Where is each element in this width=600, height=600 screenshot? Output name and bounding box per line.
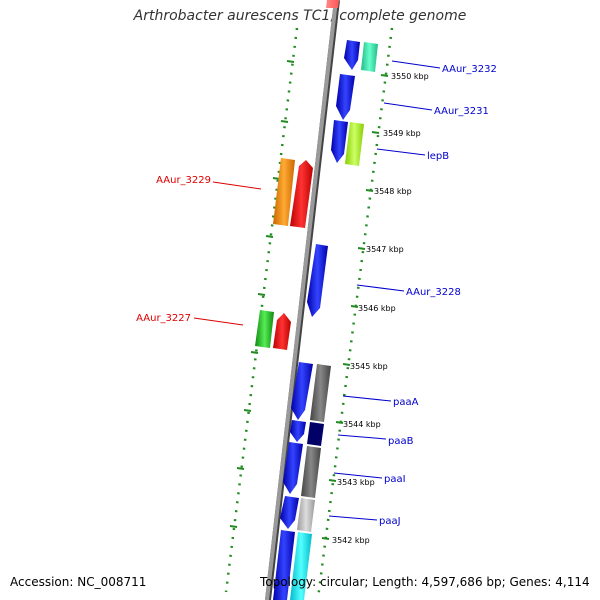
gene-label-aaur-3228: AAur_3228 [406,287,461,298]
gene-arrow-aaur-3232 [344,40,360,70]
kbp-label: 3543 kbp [337,478,375,487]
gene-arrow-aaur-3229-orange [273,158,295,226]
gene-box-paaj [297,498,315,532]
map-title: Arthrobacter aurescens TC1, complete gen… [133,8,467,24]
gene-label-aaur-3229: AAur_3229 [156,175,211,186]
gene-arrow-paaa [291,362,313,420]
right-gene-labels: AAur_3232 AAur_3231 lepB AAur_3228 paaA … [328,60,497,527]
gene-arrow-aaur-3229 [290,160,313,228]
kbp-label: 3548 kbp [374,187,412,196]
kbp-label: 3542 kbp [332,536,370,545]
gene-label-paai: paaI [384,474,406,485]
gene-label-lepb: lepB [427,151,449,162]
gene-box-lepb [345,122,364,166]
gene-label-paaj: paaJ [379,516,401,527]
gene-label-aaur-3232: AAur_3232 [442,64,497,75]
genome-backbone [265,0,338,600]
left-gene-labels: AAur_3229 AAur_3227 [136,175,262,326]
gene-arrow-aaur-3227 [273,313,291,350]
kbp-label: 3550 kbp [391,72,429,81]
gene-feature [326,0,339,8]
outer-track-right [316,27,394,599]
right-track-ticks [321,74,389,540]
gene-arrow-paai [283,442,303,494]
gene-arrow-aaur-3228 [307,244,328,317]
gene-box-paai [301,446,321,498]
gene-arrow-lepb-blue [331,120,348,163]
kbp-label: 3549 kbp [383,129,421,138]
kbp-label: 3546 kbp [358,304,396,313]
gene-label-aaur-3231: AAur_3231 [434,106,489,117]
topology-text: Topology: circular; Length: 4,597,686 bp… [260,575,590,589]
gene-label-paab: paaB [388,436,414,447]
gene-arrow-aaur-3231 [336,74,355,120]
accession-text: Accession: NC_008711 [10,575,147,589]
gene-arrow-paaj [280,496,299,529]
gene-arrow-paab [290,420,306,442]
gene-box-aaur-3232-alt [361,42,378,72]
gene-box-bottom [290,532,312,600]
kbp-scale: 3550 kbp 3549 kbp 3548 kbp 3547 kbp 3546… [332,72,429,545]
gene-arrow-bottom [273,530,295,600]
kbp-label: 3547 kbp [366,245,404,254]
gene-label-paaa: paaA [393,397,419,408]
gene-box-paab [307,422,324,446]
kbp-label: 3544 kbp [343,420,381,429]
gene-box-paaa-alt [310,364,331,422]
gene-arrow-aaur-3227-green [255,310,274,348]
gene-label-aaur-3227: AAur_3227 [136,313,191,324]
kbp-label: 3545 kbp [350,362,388,371]
